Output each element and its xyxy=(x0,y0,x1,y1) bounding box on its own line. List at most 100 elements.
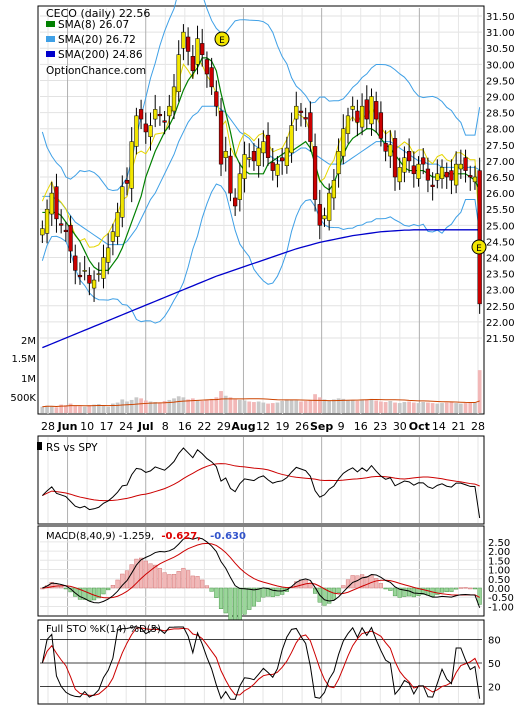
candle-body xyxy=(327,192,332,221)
volume-bar xyxy=(45,405,49,413)
candle-body xyxy=(251,151,257,162)
price-lines xyxy=(41,0,481,349)
macd-histogram-bar xyxy=(181,567,186,589)
x-tick-label: 23 xyxy=(373,420,387,433)
candle-body xyxy=(425,168,431,181)
volume-bar xyxy=(242,400,247,413)
candle-body xyxy=(350,105,355,110)
candle-body xyxy=(303,117,308,120)
legend-swatch-sma20 xyxy=(46,36,55,42)
candle-body xyxy=(392,138,398,178)
macd-histogram-bar xyxy=(378,583,383,589)
candle-body xyxy=(228,155,233,194)
volume-bar xyxy=(190,398,195,413)
volume-bar xyxy=(139,398,143,413)
candle-body xyxy=(176,54,181,92)
chart-title: CECO (daily) 22.56 xyxy=(46,7,150,20)
volume-bar xyxy=(101,405,106,413)
volume-tick-label: 500K xyxy=(10,393,36,404)
candle-body xyxy=(477,170,482,305)
volume-bar xyxy=(129,399,134,413)
candle-body xyxy=(40,228,45,236)
candle-body xyxy=(336,151,341,175)
price-tick-label: 21.50 xyxy=(486,334,515,345)
candle-body xyxy=(416,163,421,179)
x-tick-label: 28 xyxy=(471,420,485,433)
price-tick-label: 25.00 xyxy=(486,221,515,232)
volume-bar xyxy=(275,402,280,413)
volume-bar xyxy=(78,406,82,413)
macd-histogram-bar xyxy=(134,558,139,589)
x-tick-label: 30 xyxy=(393,420,407,433)
macd-histogram-bar xyxy=(322,587,327,606)
volume-bar xyxy=(341,398,346,413)
volume-bar xyxy=(449,402,454,413)
candle-body xyxy=(444,171,449,178)
macd-signal-line xyxy=(42,542,480,599)
x-tick-label: Sep xyxy=(310,420,333,433)
price-tick-label: 24.00 xyxy=(486,254,515,265)
macd-tick-label: 2.50 xyxy=(488,538,510,549)
macd-histogram-bar xyxy=(355,575,360,589)
volume-bar xyxy=(416,403,421,413)
volume-bar xyxy=(111,403,115,413)
candle-body xyxy=(200,43,205,55)
candle-body xyxy=(59,223,64,226)
candle-body xyxy=(87,274,92,284)
volume-bar xyxy=(426,402,430,413)
macd-histogram-bar xyxy=(472,587,478,590)
x-tick-label: 28 xyxy=(41,420,55,433)
candle-body xyxy=(317,204,322,226)
price-tick-label: 30.00 xyxy=(486,60,515,71)
macd-histogram-bar xyxy=(237,587,242,621)
candle-body xyxy=(115,212,120,237)
price-tick-label: 26.00 xyxy=(486,189,515,200)
sma20-line xyxy=(42,105,480,246)
volume-bar xyxy=(477,370,482,413)
candle-body xyxy=(421,157,426,165)
volume-bar xyxy=(440,403,444,413)
rs-label: RS vs SPY xyxy=(46,442,98,454)
volume-bar xyxy=(383,402,388,413)
candle-body xyxy=(157,113,163,117)
volume-bar xyxy=(228,397,233,413)
candle-body xyxy=(308,112,313,142)
volume-bar xyxy=(313,394,317,413)
macd-label: MACD(8,40,9) -1.259, xyxy=(46,531,154,542)
volume-tick-label: 1M xyxy=(21,374,36,385)
volume-bar xyxy=(68,403,73,413)
candle-body xyxy=(218,110,224,165)
candle-body xyxy=(54,186,59,220)
candle-body xyxy=(77,274,83,278)
volume-bar xyxy=(435,403,440,413)
volume-bar xyxy=(73,405,78,413)
volume-bar xyxy=(82,406,87,413)
candle-body xyxy=(223,151,228,158)
candle-body xyxy=(134,115,139,147)
macd-histogram-bar xyxy=(162,572,167,589)
svg-text:E: E xyxy=(219,36,225,46)
price-tick-label: 30.50 xyxy=(486,44,515,55)
volume-bar xyxy=(167,399,172,413)
candle-body xyxy=(106,247,111,263)
macd-histogram-bar xyxy=(360,574,365,589)
candle-body xyxy=(383,142,388,152)
volume-bar xyxy=(237,399,242,413)
macd-histogram-bar xyxy=(261,587,266,598)
candle-body xyxy=(44,208,50,234)
candle-body xyxy=(214,91,219,107)
macd-histogram-bar xyxy=(101,587,106,595)
volume-bar xyxy=(369,398,374,413)
candle-body xyxy=(435,173,440,181)
macd-histogram-bar xyxy=(186,570,191,589)
price-tick-label: 28.50 xyxy=(486,109,515,120)
price-tick-label: 28.00 xyxy=(486,125,515,136)
volume-bar xyxy=(176,396,181,413)
volume-bar xyxy=(115,402,120,413)
candle-body xyxy=(171,86,177,112)
macd-histogram-bar xyxy=(308,583,313,589)
rs-line xyxy=(41,447,481,519)
volume-bar xyxy=(280,400,285,413)
rs-moving-average xyxy=(42,463,480,502)
candle-body xyxy=(294,105,299,120)
